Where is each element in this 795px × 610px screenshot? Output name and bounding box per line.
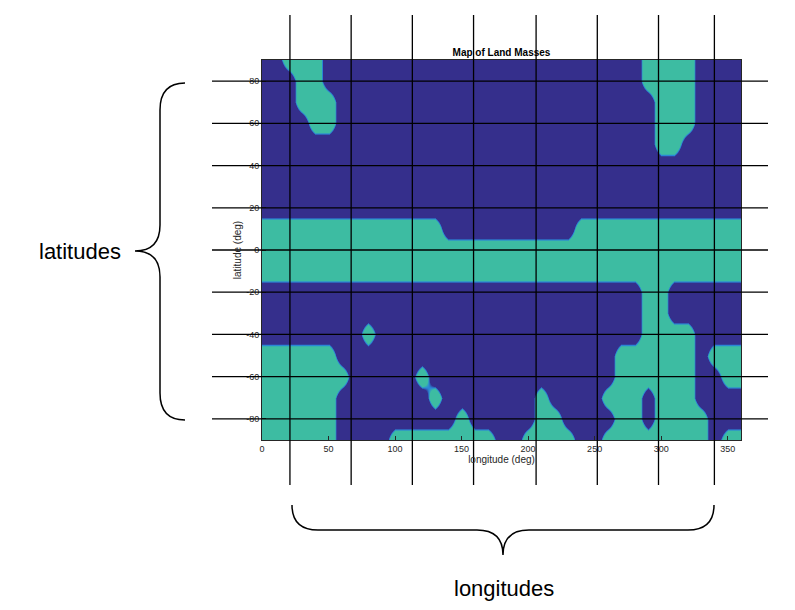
svg-text:250: 250 [587,444,602,454]
svg-text:40: 40 [249,161,259,171]
svg-text:50: 50 [324,444,334,454]
svg-text:200: 200 [521,444,536,454]
svg-text:60: 60 [249,118,259,128]
svg-text:-80: -80 [246,414,259,424]
svg-text:longitudes: longitudes [454,576,554,601]
svg-text:300: 300 [654,444,669,454]
svg-text:-20: -20 [246,287,259,297]
svg-text:20: 20 [249,203,259,213]
svg-text:0: 0 [259,444,264,454]
svg-text:100: 100 [388,444,403,454]
svg-text:latitude (deg): latitude (deg) [232,221,243,279]
svg-text:350: 350 [720,444,735,454]
svg-text:longitude (deg): longitude (deg) [468,454,535,465]
svg-text:0: 0 [254,245,259,255]
svg-text:Map of Land Masses: Map of Land Masses [453,47,551,58]
svg-text:-40: -40 [246,330,259,340]
svg-text:80: 80 [249,76,259,86]
svg-text:latitudes: latitudes [39,239,121,264]
svg-text:-60: -60 [246,372,259,382]
svg-text:150: 150 [454,444,469,454]
